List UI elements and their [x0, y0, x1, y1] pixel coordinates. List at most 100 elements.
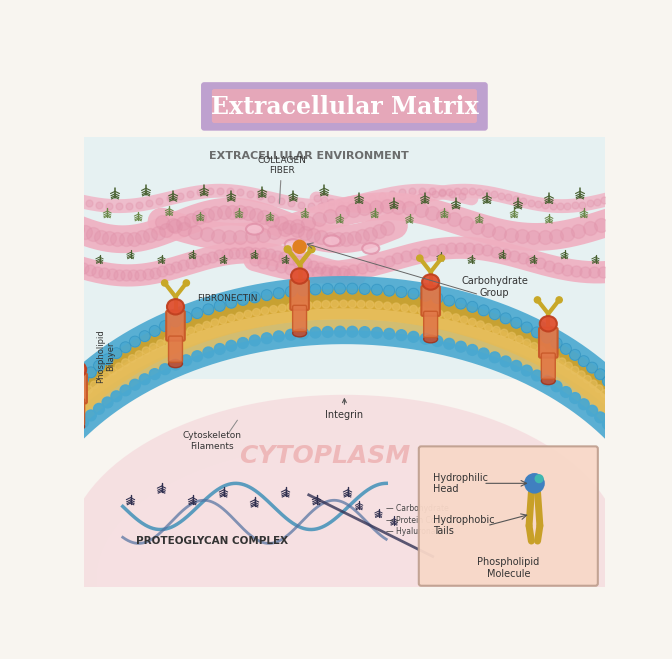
- Circle shape: [420, 291, 431, 301]
- Circle shape: [534, 297, 540, 303]
- FancyBboxPatch shape: [169, 336, 183, 362]
- Circle shape: [542, 376, 552, 386]
- Circle shape: [396, 330, 407, 341]
- Circle shape: [226, 297, 237, 308]
- Circle shape: [149, 343, 157, 351]
- Circle shape: [641, 421, 652, 432]
- FancyBboxPatch shape: [166, 310, 185, 341]
- Circle shape: [624, 397, 634, 409]
- Circle shape: [579, 356, 589, 366]
- Circle shape: [375, 301, 382, 309]
- Circle shape: [579, 399, 589, 410]
- Circle shape: [203, 304, 214, 315]
- Text: — Protein Core: — Protein Core: [386, 516, 444, 525]
- Circle shape: [595, 412, 605, 423]
- Circle shape: [659, 467, 666, 475]
- Circle shape: [85, 410, 96, 421]
- Circle shape: [570, 349, 581, 360]
- Circle shape: [595, 385, 603, 393]
- Circle shape: [642, 438, 650, 445]
- Circle shape: [467, 345, 478, 355]
- Circle shape: [149, 326, 160, 336]
- FancyBboxPatch shape: [71, 399, 85, 425]
- Circle shape: [310, 327, 321, 338]
- Circle shape: [630, 448, 640, 459]
- Circle shape: [646, 472, 657, 483]
- Circle shape: [85, 367, 96, 378]
- Circle shape: [646, 444, 654, 451]
- Circle shape: [203, 347, 214, 358]
- Circle shape: [115, 363, 123, 370]
- Circle shape: [171, 333, 179, 341]
- FancyBboxPatch shape: [290, 280, 309, 310]
- Circle shape: [79, 391, 87, 399]
- Text: EXTRACELLULAR ENVIRONMENT: EXTRACELLULAR ENVIRONMENT: [209, 151, 409, 161]
- Circle shape: [17, 460, 28, 471]
- Circle shape: [500, 356, 511, 367]
- Circle shape: [636, 456, 646, 467]
- Circle shape: [298, 328, 308, 339]
- Circle shape: [551, 381, 562, 391]
- Circle shape: [650, 480, 661, 491]
- Ellipse shape: [422, 274, 439, 290]
- Circle shape: [261, 290, 272, 301]
- Ellipse shape: [69, 362, 86, 377]
- Circle shape: [34, 426, 44, 438]
- Circle shape: [17, 503, 28, 514]
- Ellipse shape: [169, 360, 183, 368]
- Text: Hydrophobic
Tails: Hydrophobic Tails: [433, 515, 495, 536]
- Circle shape: [331, 300, 339, 308]
- Circle shape: [286, 330, 296, 340]
- Circle shape: [29, 478, 40, 489]
- Circle shape: [278, 304, 286, 312]
- Circle shape: [556, 297, 562, 303]
- Circle shape: [74, 395, 81, 403]
- Circle shape: [38, 418, 49, 430]
- Circle shape: [650, 437, 661, 448]
- Circle shape: [444, 338, 455, 349]
- Circle shape: [589, 380, 597, 387]
- Ellipse shape: [362, 243, 379, 254]
- Circle shape: [111, 348, 122, 358]
- Circle shape: [476, 321, 485, 329]
- Circle shape: [655, 445, 665, 456]
- Circle shape: [532, 370, 542, 381]
- Circle shape: [612, 400, 619, 407]
- Circle shape: [130, 336, 140, 347]
- Circle shape: [396, 287, 407, 297]
- Circle shape: [511, 318, 521, 328]
- Text: Extracellular Matrix: Extracellular Matrix: [210, 95, 478, 119]
- Circle shape: [551, 354, 559, 362]
- Circle shape: [96, 376, 104, 384]
- Circle shape: [532, 327, 542, 338]
- Text: Cytoskeleton
Filaments: Cytoskeleton Filaments: [182, 431, 241, 451]
- Ellipse shape: [167, 299, 184, 314]
- Circle shape: [347, 326, 358, 337]
- Circle shape: [360, 283, 370, 295]
- Circle shape: [587, 405, 597, 416]
- Circle shape: [187, 327, 195, 335]
- Circle shape: [52, 372, 56, 377]
- Circle shape: [64, 406, 71, 414]
- Circle shape: [287, 303, 295, 311]
- Circle shape: [93, 360, 104, 371]
- Circle shape: [236, 312, 243, 320]
- Circle shape: [214, 301, 225, 311]
- Circle shape: [63, 431, 74, 442]
- Circle shape: [384, 302, 391, 310]
- Circle shape: [21, 495, 32, 505]
- Circle shape: [102, 354, 113, 364]
- Circle shape: [237, 295, 249, 305]
- Ellipse shape: [65, 395, 624, 659]
- Circle shape: [467, 301, 478, 312]
- Circle shape: [111, 391, 122, 402]
- Circle shape: [161, 280, 168, 286]
- Circle shape: [195, 324, 203, 331]
- Circle shape: [261, 333, 272, 343]
- Circle shape: [181, 355, 192, 366]
- Circle shape: [610, 383, 621, 393]
- Circle shape: [139, 331, 150, 341]
- Circle shape: [526, 474, 544, 492]
- Circle shape: [366, 301, 374, 308]
- Circle shape: [401, 304, 409, 312]
